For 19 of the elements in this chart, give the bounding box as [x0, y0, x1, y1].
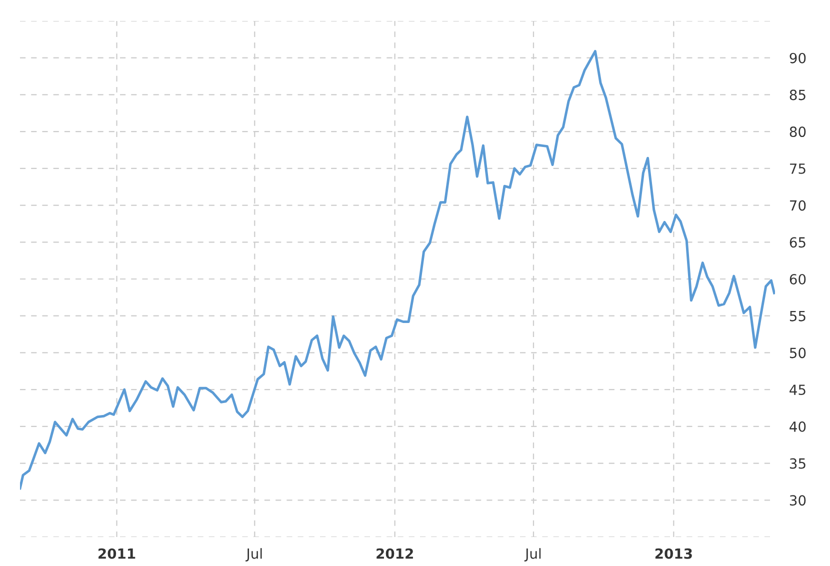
x-tick-label: 2013: [655, 548, 692, 559]
y-tick-label: 50: [790, 348, 806, 358]
y-tick-label: 65: [790, 237, 806, 248]
y-tick-label: 60: [790, 274, 806, 284]
line-series: [20, 50, 775, 490]
y-tick-label: 30: [790, 495, 806, 506]
y-tick-label: 55: [790, 311, 806, 322]
y-tick-label: 80: [790, 126, 806, 138]
y-tick-label: 75: [790, 164, 806, 174]
y-tick-label: 70: [790, 200, 806, 211]
y-tick-label: 90: [790, 52, 806, 64]
x-tick-label: 2012: [376, 548, 413, 559]
y-tick-label: 40: [790, 421, 806, 432]
x-tick-label: Jul: [524, 548, 541, 562]
x-tick-label: 2011: [98, 548, 136, 559]
y-tick-label: 85: [790, 90, 806, 100]
y-tick-label: 45: [790, 384, 806, 396]
x-tick-label: Jul: [246, 548, 262, 562]
y-tick-label: 35: [790, 458, 806, 469]
